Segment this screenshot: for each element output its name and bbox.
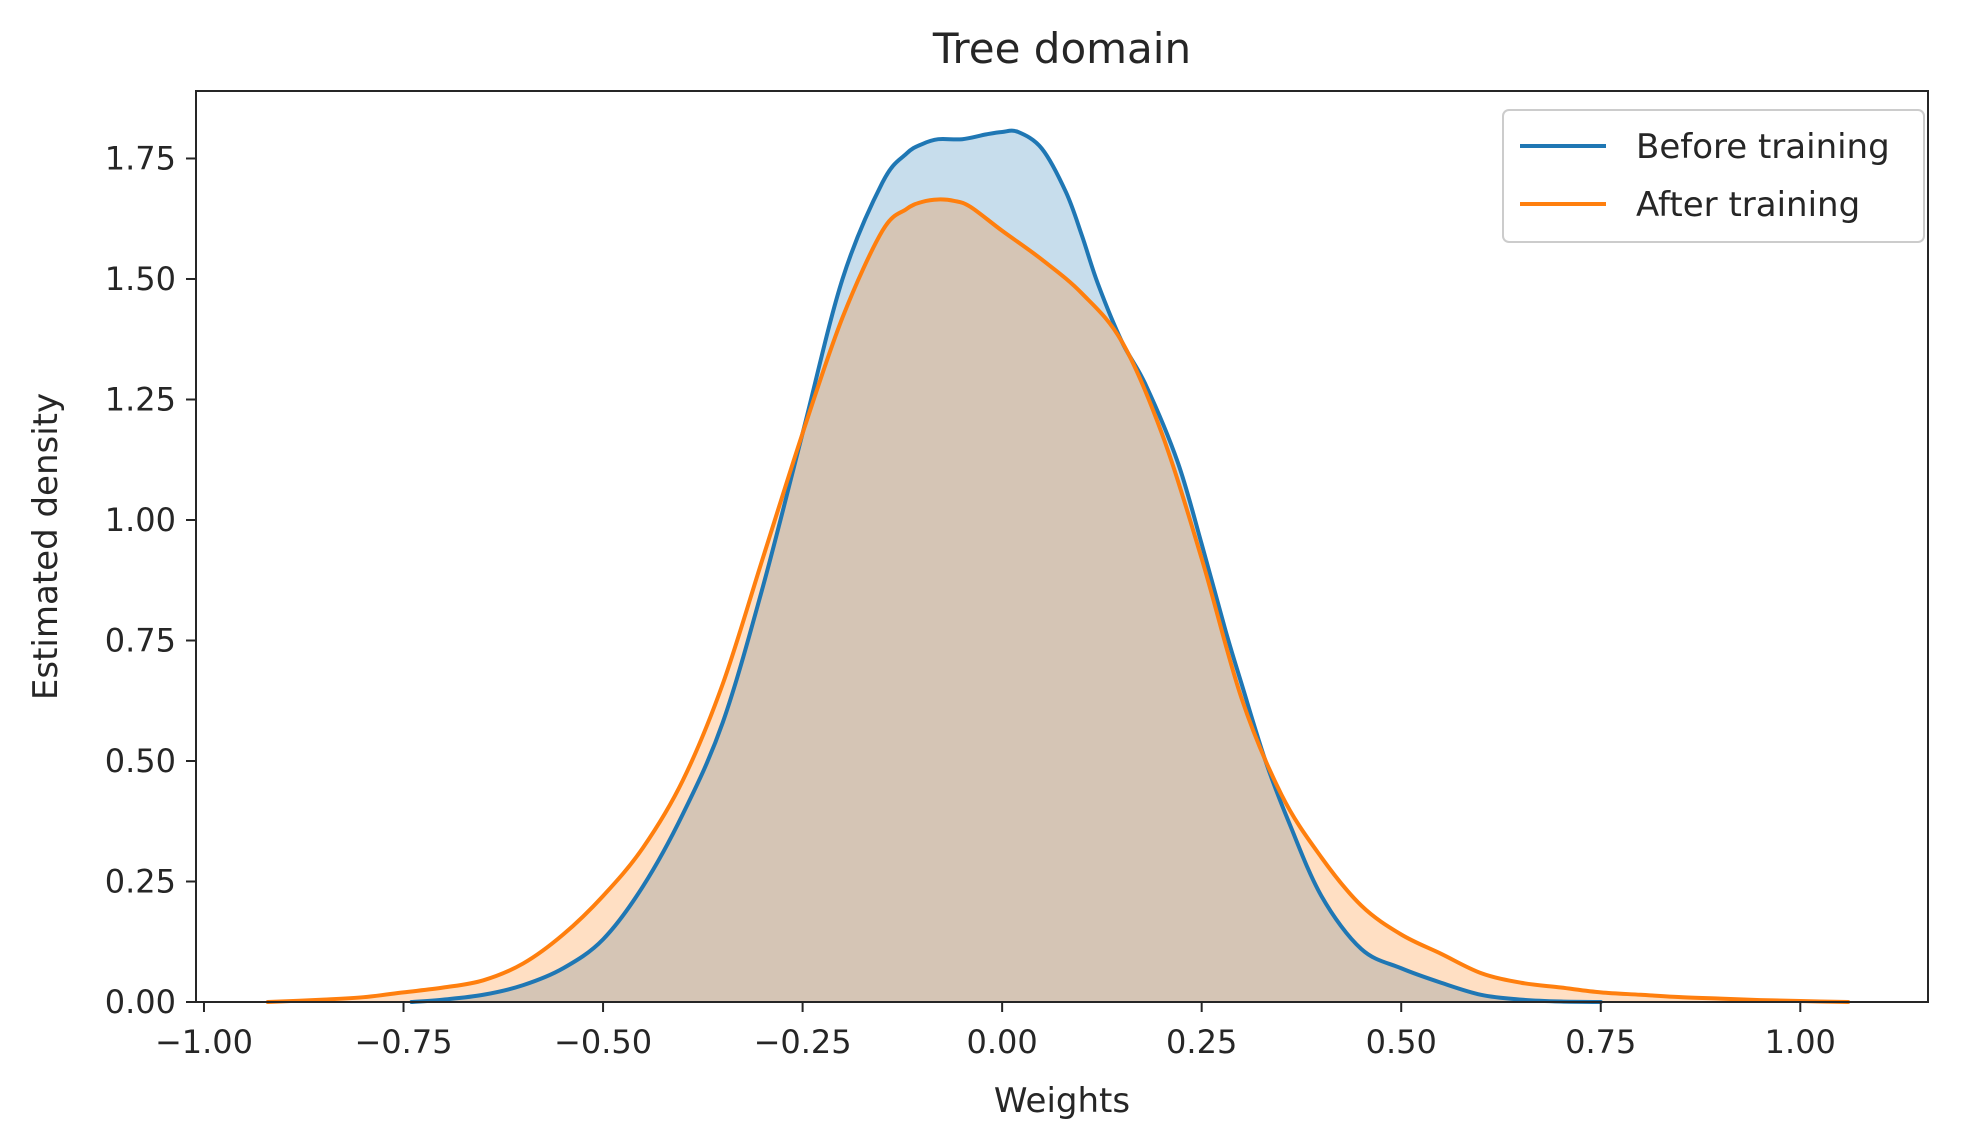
density-line-after-training: [265, 197, 1851, 1004]
legend-box: [1502, 109, 1925, 243]
y-tick-label: 0.25: [105, 862, 176, 900]
areas-layer: [267, 130, 1849, 1003]
y-tick-label: 0.50: [105, 742, 176, 780]
lines-layer: [265, 128, 1851, 1004]
density-area-after-training: [267, 199, 1849, 1003]
y-tick-label: 0.75: [105, 621, 176, 659]
x-axis-ticks: −1.00 −0.75 −0.50 −0.25 0.00 0.25 0.50 0.75 1.00: [155, 1002, 1836, 1061]
y-tick-label: 1.75: [105, 139, 176, 177]
density-line-before-training: [409, 128, 1603, 1004]
legend-label-before-training: Before training: [1636, 127, 1890, 167]
x-tick-label: −1.00: [155, 1023, 253, 1061]
x-tick-label: 0.75: [1565, 1023, 1636, 1061]
x-tick-label: −0.25: [754, 1023, 852, 1061]
x-tick-label: 0.00: [967, 1023, 1038, 1061]
x-tick-label: −0.50: [554, 1023, 652, 1061]
y-tick-label: 1.00: [105, 501, 176, 539]
y-axis-label: Estimated density: [26, 393, 66, 700]
x-tick-label: −0.75: [354, 1023, 452, 1061]
x-axis-label: Weights: [994, 1081, 1130, 1121]
y-tick-label: 0.00: [105, 983, 176, 1021]
legend-label-after-training: After training: [1636, 185, 1860, 225]
plot-frame: [195, 90, 1929, 1003]
y-tick-label: 1.25: [105, 380, 176, 418]
x-tick-label: 1.00: [1765, 1023, 1836, 1061]
y-axis-ticks: 0.00 0.25 0.50 0.75 1.00 1.25 1.50 1.75: [105, 139, 196, 1021]
chart-title: Tree domain: [932, 24, 1191, 73]
y-tick-label: 1.50: [105, 260, 176, 298]
x-tick-label: 0.50: [1366, 1023, 1437, 1061]
legend: Before training After training: [1502, 109, 1925, 243]
density-area-before-training: [411, 130, 1601, 1002]
x-tick-label: 0.25: [1166, 1023, 1237, 1061]
